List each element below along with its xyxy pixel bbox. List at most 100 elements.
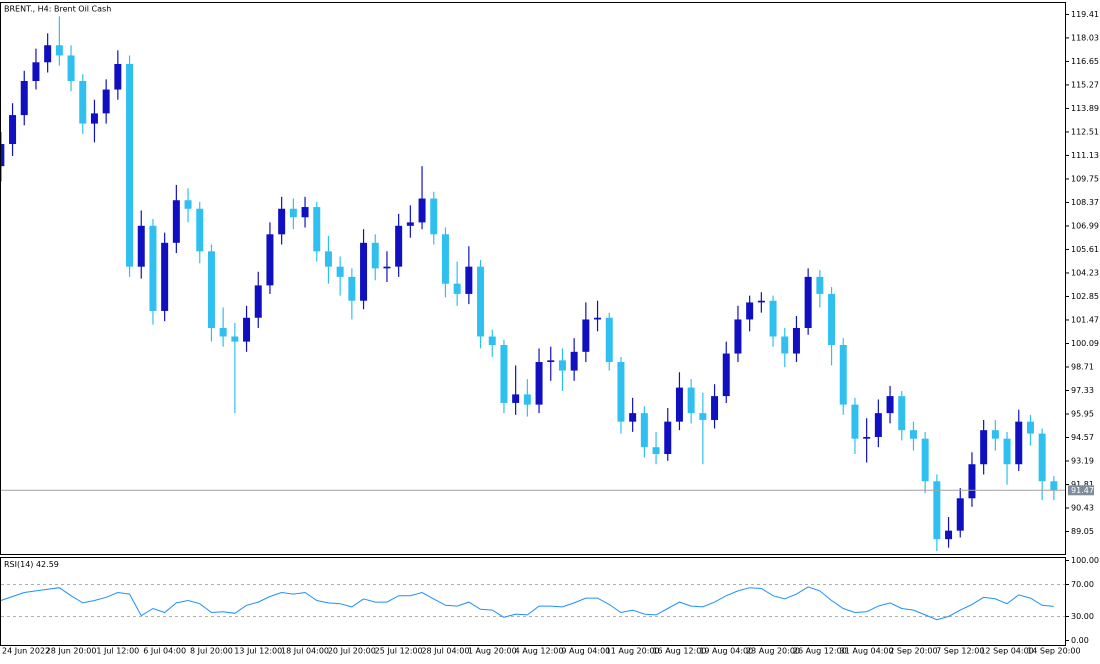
x-tick-label: 28 Jul 04:00 [421,647,469,656]
candle-body [406,222,414,226]
candle-body [804,276,812,328]
candle-body [161,242,169,311]
y-tick-label: 95.95 [1071,409,1094,418]
candle-body [570,351,578,371]
y-tick-label: 101.47 [1071,315,1099,324]
candle-body [711,396,719,420]
y-tick-label: 91.81 [1071,480,1094,489]
candle-body [477,266,485,337]
candle-body [828,293,836,346]
candle-body [1038,433,1046,482]
candle-body [336,266,344,277]
y-tick-label: 30.00 [1071,612,1094,621]
x-tick-label: 4 Aug 12:00 [515,647,564,656]
candle-body [898,396,906,431]
candle-body [535,362,543,405]
candle-body [79,81,87,124]
y-tick-label: 93.19 [1071,456,1094,465]
y-tick-label: 115.27 [1071,80,1099,89]
y-tick-label: 97.33 [1071,386,1094,395]
candle-body [746,302,754,320]
candle-body [781,336,789,354]
candle-body [1,144,5,167]
x-tick-label: 31 Aug 04:00 [840,647,894,656]
x-tick-label: 11 Aug 20:00 [606,647,660,656]
candle-body [383,266,391,269]
candle-body [547,360,555,363]
candle-body [874,413,882,437]
candle-body [102,89,110,114]
candle-body [137,225,145,267]
candle-body [839,345,847,405]
y-tick-label: 112.51 [1071,127,1099,136]
candle-body [324,251,332,267]
candle-body [968,464,976,499]
rsi-title: RSI(14) [4,560,33,569]
x-tick-label: 1 Jul 12:00 [96,647,139,656]
candle-body [453,283,461,294]
candle-body [149,225,157,311]
candle-body [980,430,988,465]
x-tick-label: 24 Jun 2022 [2,647,50,656]
candle-body [851,404,859,439]
candle-body [278,208,286,235]
x-tick-label: 1 Aug 20:00 [468,647,517,656]
y-tick-label: 0.00 [1071,636,1089,645]
y-tick-label: 109.75 [1071,174,1099,183]
x-tick-label: 12 Sep 04:00 [980,647,1033,656]
candle-body [231,336,239,342]
candle-body [605,317,613,363]
candle-body [886,396,894,414]
y-tick-label: 119.41 [1071,10,1099,19]
candle-body [395,225,403,267]
candle-body [418,198,426,223]
y-tick-label: 108.37 [1071,198,1099,207]
candle-body [523,394,531,405]
x-tick-label: 18 Jul 04:00 [281,647,329,656]
y-tick-label: 70.00 [1071,580,1094,589]
x-tick-label: 20 Jul 20:00 [328,647,376,656]
candle-body [722,353,730,397]
y-tick-label: 102.85 [1071,292,1099,301]
candle-body [243,317,251,342]
y-tick-label: 105.61 [1071,245,1099,254]
candle-body [558,360,566,371]
candle-body [792,327,800,354]
y-tick-label: 90.43 [1071,504,1094,513]
rsi-label: RSI(14) 42.59 [4,560,59,569]
candle-body [664,421,672,455]
y-tick-label: 118.03 [1071,33,1099,42]
x-tick-label: 26 Aug 12:00 [793,647,847,656]
candle-body [991,430,999,439]
x-tick-label: 19 Aug 04:00 [699,647,753,656]
candle-body [254,285,262,318]
candle-body [769,300,777,337]
candle-body [266,234,274,286]
candle-body [488,336,496,346]
candle-body [594,317,602,320]
candle-body [371,242,379,269]
main-pane [0,2,1066,555]
x-tick-label: 9 Aug 04:00 [561,647,610,656]
rsi-line [1,586,1054,621]
candle-body [114,63,122,90]
candle-body [55,45,63,56]
candle-body [219,327,227,337]
current-price-label: 91.47 [1071,486,1094,495]
candle-body [945,530,953,540]
rsi-last-value: 42.59 [36,560,59,569]
candle-body [629,413,637,422]
candle-body [757,300,765,303]
candle-body [1026,421,1034,434]
y-tick-label: 111.13 [1071,151,1099,160]
x-tick-label: 16 Aug 12:00 [652,647,706,656]
candle-body [20,81,28,116]
candle-body [933,481,941,540]
candle-body [67,55,75,82]
x-tick-label: 14 Sep 20:00 [1027,647,1080,656]
x-tick-label: 6 Jul 04:00 [143,647,186,656]
candle-body [617,362,625,422]
x-tick-label: 7 Sep 12:00 [936,647,984,656]
y-tick-label: 106.99 [1071,221,1099,230]
